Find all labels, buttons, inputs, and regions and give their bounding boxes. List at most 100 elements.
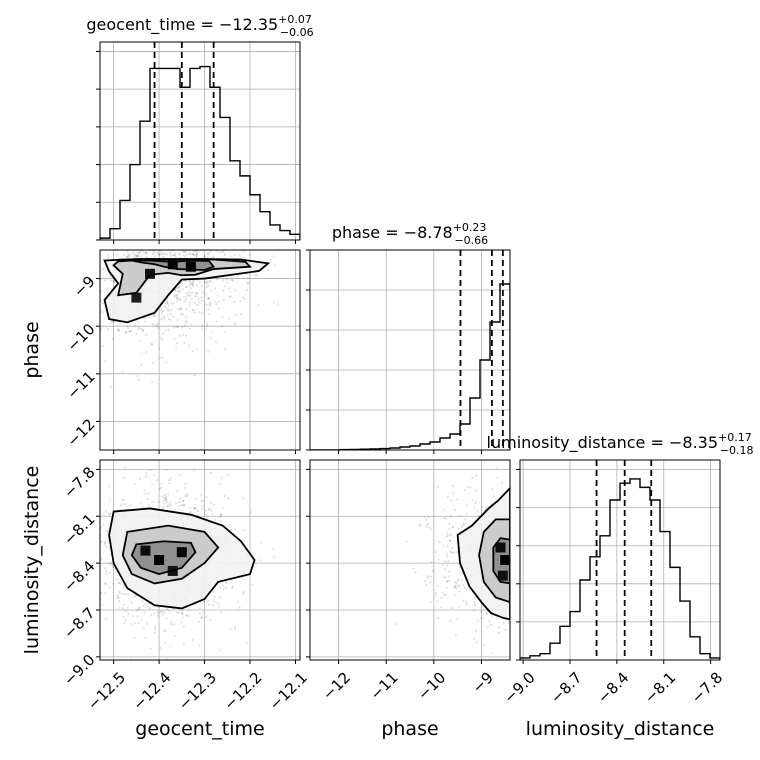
sample-point xyxy=(144,320,147,323)
sample-point xyxy=(167,493,170,496)
sample-point xyxy=(97,551,99,553)
sample-point xyxy=(137,243,139,245)
sample-point xyxy=(201,291,205,294)
sample-point xyxy=(449,515,453,518)
sample-point xyxy=(423,515,426,519)
sample-point xyxy=(174,294,178,297)
sample-point xyxy=(180,312,183,315)
sample-point xyxy=(125,330,128,333)
sample-point xyxy=(207,297,210,300)
sample-point xyxy=(191,253,194,256)
sample-point xyxy=(131,252,134,256)
sample-point xyxy=(123,476,126,480)
sample-point xyxy=(96,580,98,582)
sample-point xyxy=(236,600,239,603)
sample-point xyxy=(463,586,467,589)
sample-point xyxy=(189,511,192,514)
y-tick-label: −8.7 xyxy=(60,604,98,642)
sample-point xyxy=(436,600,439,603)
sample-point xyxy=(209,280,212,283)
sample-point xyxy=(141,330,144,333)
sample-point xyxy=(166,505,169,508)
sample-point xyxy=(419,524,422,527)
sample-point xyxy=(456,551,459,554)
sample-point xyxy=(437,616,440,619)
sample-point xyxy=(149,607,152,610)
panel-frame xyxy=(519,459,721,661)
sample-point xyxy=(160,609,163,613)
sample-point xyxy=(445,553,449,556)
sample-point xyxy=(98,587,100,589)
sample-point xyxy=(242,496,245,500)
sample-point xyxy=(112,582,115,585)
y-axis-label-phase: phase xyxy=(21,321,43,378)
sample-point xyxy=(147,245,149,247)
sample-point xyxy=(201,312,204,315)
sample-point xyxy=(135,254,138,257)
sample-point xyxy=(156,614,159,617)
sample-point xyxy=(473,506,476,509)
sample-point xyxy=(119,322,122,325)
sample-point xyxy=(173,326,176,329)
sample-point xyxy=(137,254,140,257)
sample-point xyxy=(174,252,177,255)
sample-point xyxy=(488,620,491,623)
sample-point xyxy=(184,250,187,253)
sample-point xyxy=(169,312,173,316)
sample-point xyxy=(157,327,160,330)
sample-point xyxy=(233,627,237,630)
sample-point xyxy=(101,344,104,348)
sample-point xyxy=(183,504,186,507)
sample-point xyxy=(250,511,253,514)
sample-point xyxy=(214,301,217,304)
sample-point xyxy=(272,255,275,258)
sample-point xyxy=(167,317,171,321)
sample-point xyxy=(219,586,222,590)
sample-point xyxy=(510,539,512,541)
sample-point xyxy=(466,485,469,488)
sample-point xyxy=(76,546,78,548)
sample-point xyxy=(180,307,183,310)
sample-point xyxy=(161,252,164,256)
sample-point xyxy=(464,518,467,521)
sample-point xyxy=(166,308,169,311)
sample-point xyxy=(515,606,517,608)
sample-point xyxy=(114,570,117,574)
sample-point xyxy=(76,549,78,551)
sample-point xyxy=(189,292,192,295)
sample-point xyxy=(206,322,209,325)
sample-point xyxy=(164,641,167,644)
title-geocent_time: geocent_time = −12.35+0.07 −0.06 xyxy=(86,13,313,39)
sample-point xyxy=(142,329,145,332)
sample-point xyxy=(440,596,443,600)
sample-point xyxy=(122,498,125,502)
sample-point xyxy=(137,246,139,248)
sample-point xyxy=(221,250,225,253)
sample-point xyxy=(112,566,115,569)
sample-point xyxy=(480,617,483,620)
histogram-geocent_time xyxy=(100,65,300,240)
sample-point xyxy=(491,615,494,618)
sample-point xyxy=(193,301,196,305)
sample-point xyxy=(222,278,225,282)
sample-point xyxy=(516,536,518,538)
sample-point xyxy=(205,285,208,288)
sample-point xyxy=(490,623,493,626)
sample-point xyxy=(480,610,483,613)
sample-point xyxy=(209,471,212,474)
sample-point xyxy=(142,250,145,254)
sample-point xyxy=(465,600,468,603)
sample-point xyxy=(234,288,237,292)
sample-point xyxy=(192,349,195,353)
sample-point xyxy=(125,331,128,334)
sample-point xyxy=(239,299,242,303)
sample-point xyxy=(116,328,120,332)
sample-point xyxy=(187,608,190,611)
sample-point xyxy=(110,321,113,324)
sample-point xyxy=(170,622,173,626)
density-peak-cell xyxy=(176,547,187,558)
sample-point xyxy=(189,241,191,243)
sample-point xyxy=(195,291,198,295)
sample-point xyxy=(430,528,433,531)
